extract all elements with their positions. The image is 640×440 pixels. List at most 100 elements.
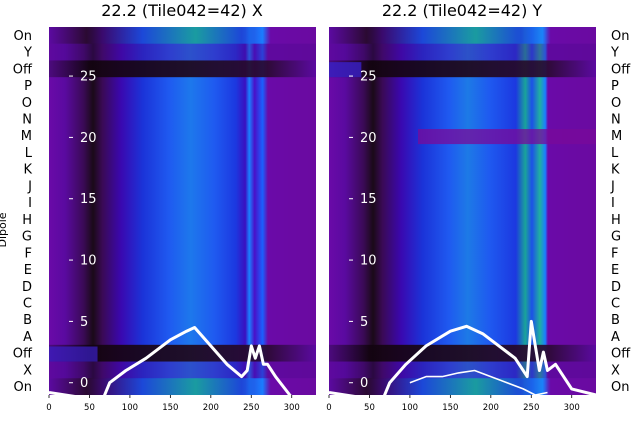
row-label-left: X: [23, 363, 32, 378]
y-tick-label: 0: [80, 376, 88, 391]
x-tick-label: 200: [203, 403, 219, 413]
row-label-left: L: [25, 146, 33, 161]
row-label-right: F: [611, 246, 618, 261]
row-label-left: K: [23, 163, 32, 178]
x-tick-label: 300: [564, 403, 580, 413]
y-tick-label: 25: [360, 70, 377, 85]
row-label-left: E: [24, 263, 32, 278]
y-tick-label: 20: [360, 131, 377, 146]
row-label-right: G: [611, 230, 621, 245]
x-tick-label: 150: [442, 403, 458, 413]
heatmap-row-on: [329, 378, 596, 395]
row-label-left: J: [27, 179, 32, 194]
x-tick-label: 250: [243, 403, 259, 413]
y-tick-label: 25: [80, 70, 97, 85]
y-tick-label: 5: [80, 315, 88, 330]
row-label-right: Y: [610, 46, 619, 61]
y-tick-labels: 25 20 15 10 5 0: [69, 70, 97, 391]
row-label-right: M: [611, 129, 622, 144]
x-tick-label: 300: [284, 403, 300, 413]
heatmap-row-bands: [49, 27, 316, 395]
row-label-left: M: [21, 129, 32, 144]
x-tick-label: 0: [326, 403, 331, 413]
row-label-left: Off: [13, 62, 33, 77]
row-label-left: Off: [13, 347, 33, 362]
row-label-right: E: [611, 263, 619, 278]
row-label-left: F: [25, 246, 32, 261]
x-tick-label: 50: [364, 403, 375, 413]
row-label-right: C: [611, 297, 620, 312]
x-tick-labels: 0 50 100 150 200 250 300: [326, 395, 580, 413]
overlay-traces: [328, 319, 597, 409]
panel-x-title: 22.2 (Tile042=42) X: [101, 1, 263, 20]
heatmap-row-off-edge: [49, 346, 98, 362]
heatmap-row-off: [329, 344, 596, 362]
row-label-left: D: [22, 280, 32, 295]
row-label-left: Y: [23, 46, 32, 61]
heatmap-row-on: [49, 27, 316, 44]
row-label-right: Off: [611, 347, 631, 362]
x-tick-label: 50: [84, 403, 95, 413]
row-label-left: A: [23, 330, 32, 345]
row-label-right: N: [611, 113, 621, 128]
x-tick-label: 100: [122, 403, 138, 413]
row-label-right: J: [610, 179, 615, 194]
heatmap-row-on: [49, 378, 316, 395]
row-label-right: H: [611, 213, 621, 228]
row-label-right: P: [611, 79, 619, 94]
row-label-right: On: [611, 380, 629, 395]
heatmap-row-m-highlight: [418, 129, 596, 145]
y-tick-label: 0: [360, 376, 368, 391]
y-axis-label: Dipole: [0, 212, 9, 247]
row-label-right: X: [611, 363, 620, 378]
y-tick-label: 15: [360, 192, 377, 207]
row-label-left: On: [14, 29, 32, 44]
row-label-right: K: [611, 163, 620, 178]
x-tick-label: 250: [523, 403, 539, 413]
heatmap-row-off-edge: [329, 62, 362, 78]
row-label-left: H: [22, 213, 32, 228]
row-label-left: O: [22, 96, 32, 111]
heatmap-row-off: [49, 60, 316, 78]
x-tick-labels: 0 50 100 150 200 250 300: [46, 395, 300, 413]
overlay-trace-1: [328, 319, 597, 409]
heatmap-row-y: [49, 43, 316, 61]
heatmap-background: [329, 27, 596, 395]
overlay-trace-1: [48, 326, 317, 409]
row-label-left: P: [24, 79, 32, 94]
row-label-right: A: [611, 330, 620, 345]
y-tick-label: 10: [80, 254, 97, 269]
heatmap-row-on: [329, 27, 596, 44]
row-label-right: Off: [611, 62, 631, 77]
overlay-trace-2: [409, 369, 548, 396]
row-label-left: On: [14, 380, 32, 395]
y-tick-label: 20: [80, 131, 97, 146]
x-tick-label: 100: [402, 403, 418, 413]
row-label-left: G: [22, 230, 32, 245]
y-tick-label: 5: [360, 315, 368, 330]
heatmap-row-off: [329, 60, 596, 78]
row-label-right: B: [611, 313, 620, 328]
x-tick-label: 150: [162, 403, 178, 413]
x-tick-label: 200: [483, 403, 499, 413]
overlay-traces: [48, 326, 317, 409]
row-label-left: I: [28, 196, 32, 211]
y-tick-label: 10: [360, 254, 377, 269]
panel-y-title: 22.2 (Tile042=42) Y: [382, 1, 543, 20]
row-label-right: D: [611, 280, 621, 295]
y-tick-label: 15: [80, 192, 97, 207]
row-label-right: L: [611, 146, 619, 161]
y-tick-labels: 25 20 15 10 5 0: [349, 70, 377, 391]
row-label-right: On: [611, 29, 629, 44]
heatmap-row-y: [329, 43, 596, 61]
row-label-left: C: [23, 297, 32, 312]
row-label-right: O: [611, 96, 621, 111]
row-label-right: I: [611, 196, 615, 211]
row-label-left: B: [23, 313, 32, 328]
x-tick-label: 0: [46, 403, 51, 413]
